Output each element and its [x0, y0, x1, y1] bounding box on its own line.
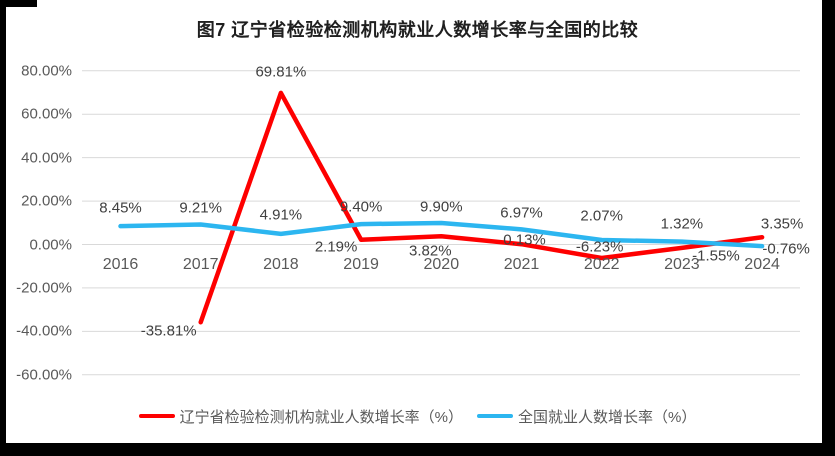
legend-label-national: 全国就业人数增长率（%） [518, 408, 697, 426]
series-line-1 [118, 220, 765, 249]
data-label: -6.23% [575, 238, 624, 256]
series-line-0 [198, 90, 765, 325]
scan-border-top [0, 0, 37, 7]
scan-border-left [0, 0, 6, 444]
y-axis-tick-label: 0.00% [29, 236, 72, 253]
y-axis-tick-label: -60.00% [16, 366, 72, 384]
blue-line-swatch-icon [477, 413, 513, 419]
data-label: 8.45% [99, 199, 142, 217]
y-axis-tick-label: 60.00% [21, 105, 72, 123]
x-axis-tick-label: 2024 [744, 256, 780, 273]
y-axis-tick-label: -40.00% [16, 322, 72, 340]
data-label: 2.07% [580, 207, 623, 225]
red-line-swatch-icon [138, 413, 175, 419]
scan-border-bottom [0, 443, 835, 456]
data-label: -1.55% [692, 247, 740, 265]
scan-border-right [822, 0, 835, 444]
x-axis-tick-label: 2019 [343, 256, 379, 273]
y-axis-tick-label: 80.00% [21, 62, 72, 80]
x-axis-tick-label: 2018 [263, 256, 299, 273]
data-label: 1.32% [660, 215, 704, 233]
legend-item-liaoning: 辽宁省检验检测机构就业人数增长率（%） [138, 406, 463, 427]
legend-item-national: 全国就业人数增长率（%） [477, 406, 696, 427]
data-label: 3.35% [760, 215, 804, 233]
chart-title: 图7 辽宁省检验检测机构就业人数增长率与全国的比较 [196, 20, 639, 40]
data-label: 9.40% [339, 198, 383, 216]
data-label: -0.76% [762, 240, 810, 258]
data-label: 69.81% [255, 63, 307, 81]
x-axis-tick-label: 2021 [503, 256, 540, 273]
x-axis-tick-label: 2022 [583, 256, 620, 273]
data-label: 9.21% [179, 199, 222, 216]
x-axis-tick-label: 2017 [182, 256, 219, 273]
legend-label-liaoning: 辽宁省检验检测机构就业人数增长率（%） [179, 408, 463, 426]
data-label: 3.82% [409, 242, 452, 260]
data-label: 4.91% [259, 206, 303, 224]
data-label: 9.90% [420, 198, 463, 216]
y-axis-tick-label: 40.00% [21, 149, 72, 167]
y-axis-tick-label: -20.00% [16, 279, 72, 297]
x-axis-tick-label: 2020 [423, 256, 460, 273]
x-axis-tick-label: 2016 [102, 256, 139, 273]
data-label: -35.81% [140, 322, 197, 340]
data-label: 6.97% [500, 204, 543, 222]
y-axis-tick-label: 20.00% [21, 192, 72, 210]
data-label: 2.19% [314, 238, 358, 256]
x-axis-tick-label: 2023 [664, 256, 700, 273]
data-label: 0.13% [503, 231, 546, 249]
legend: 辽宁省检验检测机构就业人数增长率（%） 全国就业人数增长率（%） [0, 405, 835, 427]
